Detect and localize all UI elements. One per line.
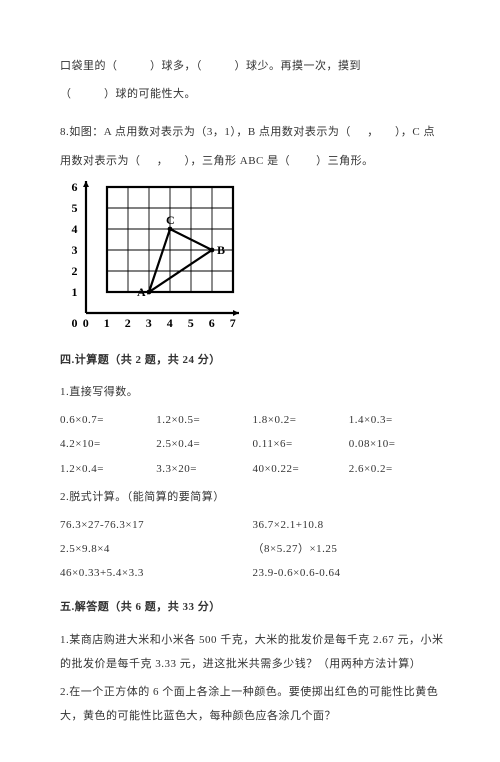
section4-sub1: 1.直接写得数。 xyxy=(60,380,445,404)
calc-item: 2.6×0.2= xyxy=(349,457,445,481)
svg-text:1: 1 xyxy=(104,316,111,330)
q7-text: ）球少。再摸一次，摸到 xyxy=(235,60,362,72)
calc-item: 0.6×0.7= xyxy=(60,408,156,432)
q7-text: ）球的可能性大。 xyxy=(104,88,196,100)
section4-title: 四.计算题（共 2 题，共 24 分） xyxy=(60,348,445,372)
expr-row-3: 46×0.33+5.4×3.3 23.9-0.6×0.6-0.64 xyxy=(60,561,445,585)
blank xyxy=(172,155,182,167)
section5-title: 五.解答题（共 6 题，共 33 分） xyxy=(60,595,445,619)
svg-text:2: 2 xyxy=(125,316,132,330)
calc-row-2: 4.2×10= 2.5×0.4= 0.11×6= 0.08×10= xyxy=(60,432,445,456)
q8-text: ）三角形。 xyxy=(316,155,374,167)
expr-item: （8×5.27）×1.25 xyxy=(253,537,446,561)
q7-text: 口袋里的（ xyxy=(60,60,118,72)
q8-line2: 用数对表示为（ ， ），三角形 ABC 是（ ）三角形。 xyxy=(60,149,445,173)
calc-item: 4.2×10= xyxy=(60,432,156,456)
q7-block: 口袋里的（ ）球多，（ ）球少。再摸一次，摸到 （ ）球的可能性大。 xyxy=(60,54,445,106)
calc-item: 40×0.22= xyxy=(253,457,349,481)
svg-text:B: B xyxy=(217,243,226,257)
calc-item: 1.2×0.4= xyxy=(60,457,156,481)
expr-item: 36.7×2.1+10.8 xyxy=(253,513,446,537)
svg-text:3: 3 xyxy=(72,243,79,257)
calc-item: 1.4×0.3= xyxy=(349,408,445,432)
section5-q2: 2.在一个正方体的 6 个面上各涂上一种颜色。要使掷出红色的可能性比黄色大，黄色… xyxy=(60,680,445,728)
svg-text:A: A xyxy=(137,285,146,299)
svg-text:3: 3 xyxy=(146,316,153,330)
calc-item: 1.8×0.2= xyxy=(253,408,349,432)
triangle-grid-chart: 012345671234560ABC xyxy=(60,179,245,334)
svg-text:5: 5 xyxy=(188,316,195,330)
svg-text:4: 4 xyxy=(72,222,79,236)
q8-text: ），三角形 ABC 是（ xyxy=(185,155,291,167)
svg-text:0: 0 xyxy=(72,316,79,330)
svg-text:7: 7 xyxy=(230,316,237,330)
q7-line1: 口袋里的（ ）球多，（ ）球少。再摸一次，摸到 xyxy=(60,54,445,78)
svg-text:C: C xyxy=(166,213,175,227)
svg-text:5: 5 xyxy=(72,201,79,215)
blank xyxy=(382,126,392,138)
svg-text:1: 1 xyxy=(72,285,79,299)
q8-line1: 8.如图：A 点用数对表示为（3，1），B 点用数对表示为（ ， ），C 点 xyxy=(60,120,445,144)
expr-row-2: 2.5×9.8×4 （8×5.27）×1.25 xyxy=(60,537,445,561)
calc-item: 3.3×20= xyxy=(156,457,252,481)
q7-text: （ xyxy=(60,88,72,100)
blank xyxy=(205,60,231,72)
q8-text: ， xyxy=(157,155,169,167)
q7-line2: （ ）球的可能性大。 xyxy=(60,82,445,106)
svg-text:4: 4 xyxy=(167,316,174,330)
section4-sub2: 2.脱式计算。（能简算的要简算） xyxy=(60,485,445,509)
expr-row-1: 76.3×27-76.3×17 36.7×2.1+10.8 xyxy=(60,513,445,537)
q8-text: ， xyxy=(367,126,379,138)
expr-item: 76.3×27-76.3×17 xyxy=(60,513,253,537)
expr-item: 46×0.33+5.4×3.3 xyxy=(60,561,253,585)
blank xyxy=(144,155,154,167)
svg-text:6: 6 xyxy=(209,316,216,330)
calc-row-3: 1.2×0.4= 3.3×20= 40×0.22= 2.6×0.2= xyxy=(60,457,445,481)
blank xyxy=(293,155,313,167)
svg-text:6: 6 xyxy=(72,180,79,194)
expr-item: 23.9-0.6×0.6-0.64 xyxy=(253,561,446,585)
expr-item: 2.5×9.8×4 xyxy=(60,537,253,561)
section5-q1: 1.某商店购进大米和小米各 500 千克，大米的批发价是每千克 2.67 元，小… xyxy=(60,628,445,676)
q8-text: ），C 点 xyxy=(395,126,435,138)
blank xyxy=(121,60,147,72)
svg-text:2: 2 xyxy=(72,264,79,278)
calc-row-1: 0.6×0.7= 1.2×0.5= 1.8×0.2= 1.4×0.3= xyxy=(60,408,445,432)
calc-item: 0.11×6= xyxy=(253,432,349,456)
blank xyxy=(354,126,364,138)
svg-text:0: 0 xyxy=(83,316,90,330)
q8-block: 8.如图：A 点用数对表示为（3，1），B 点用数对表示为（ ， ），C 点 用… xyxy=(60,120,445,333)
calc-item: 1.2×0.5= xyxy=(156,408,252,432)
q8-text: 用数对表示为（ xyxy=(60,155,141,167)
calc-item: 2.5×0.4= xyxy=(156,432,252,456)
calc-item: 0.08×10= xyxy=(349,432,445,456)
blank xyxy=(75,88,101,100)
q8-text: 8.如图：A 点用数对表示为（3，1），B 点用数对表示为（ xyxy=(60,126,351,138)
q7-text: ）球多，（ xyxy=(150,60,202,72)
page: 口袋里的（ ）球多，（ ）球少。再摸一次，摸到 （ ）球的可能性大。 8.如图：… xyxy=(0,0,500,762)
